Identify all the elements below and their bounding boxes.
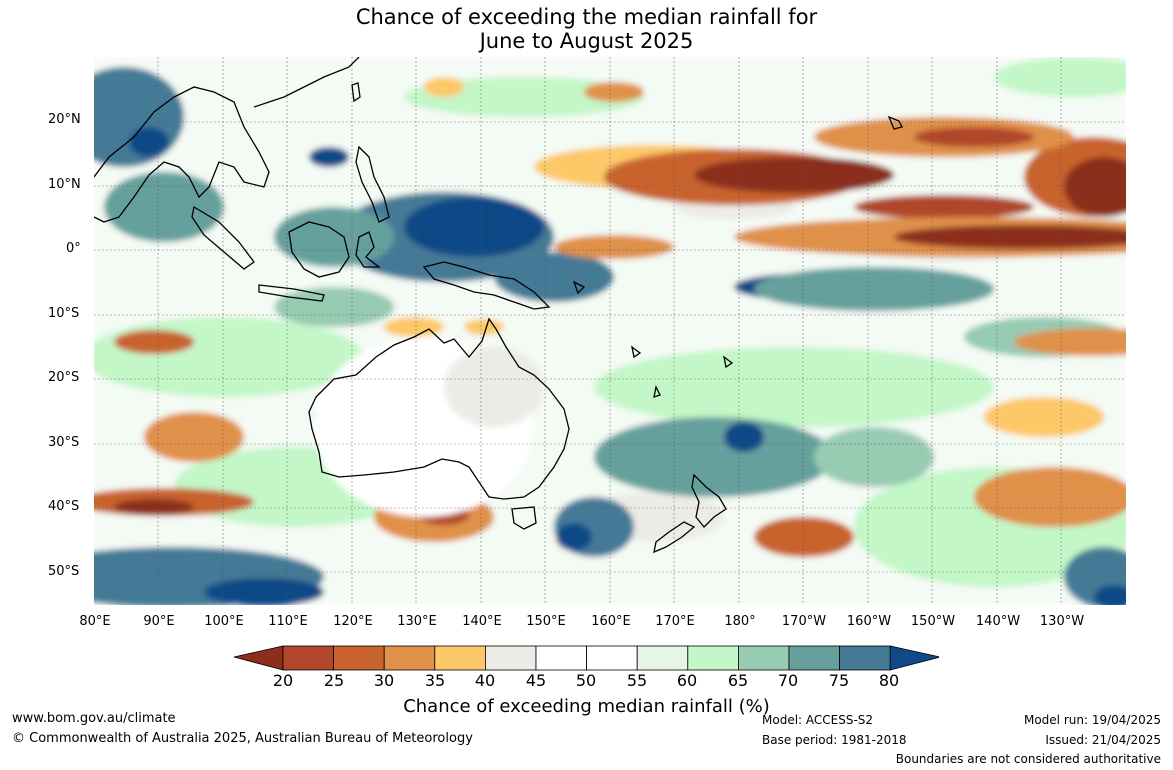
- website-link[interactable]: www.bom.gov.au/climate: [12, 711, 176, 726]
- sumatra-coastline: [191, 205, 255, 270]
- colorbar-segment: [687, 645, 739, 671]
- borneo-coastline: [288, 221, 350, 278]
- lon-label-160e: 160°E: [591, 614, 631, 629]
- colorbar: [233, 645, 939, 671]
- new-zealand-south-island: [653, 521, 696, 554]
- lat-label-20s: 20°S: [48, 370, 80, 385]
- lon-label-120e: 120°E: [333, 614, 373, 629]
- colorbar-tick-50: 50: [575, 671, 597, 690]
- colorbar-segment: [383, 645, 436, 671]
- lon-label-160w: 160°W: [846, 614, 892, 629]
- copyright-text: © Commonwealth of Australia 2025, Austra…: [12, 731, 473, 746]
- lat-label-equator: 0°: [66, 241, 81, 256]
- colorbar-label: Chance of exceeding median rainfall (%): [403, 696, 770, 717]
- lat-label-20n: 20°N: [48, 112, 81, 127]
- colorbar-tick-20: 20: [272, 671, 294, 690]
- colorbar-tick-75: 75: [828, 671, 850, 690]
- graticule: [94, 57, 1126, 605]
- lon-label-130e: 130°E: [397, 614, 437, 629]
- base-period-text: Base period: 1981-2018: [762, 733, 907, 747]
- colorbar-tick-65: 65: [727, 671, 749, 690]
- colorbar-tick-30: 30: [373, 671, 395, 690]
- colorbar-segment: [788, 645, 840, 671]
- colorbar-segment: [636, 645, 689, 671]
- lon-label-130w: 130°W: [1039, 614, 1085, 629]
- lon-label-150e: 150°E: [526, 614, 566, 629]
- colorbar-segment: [586, 645, 638, 671]
- colorbar-tick-80: 80: [878, 671, 900, 690]
- colorbar-segments: [233, 645, 939, 671]
- model-run-text: Model run: 19/04/2025: [1023, 713, 1161, 727]
- lon-label-170e: 170°E: [655, 614, 695, 629]
- asia-mainland-coastline: [94, 86, 270, 223]
- coastlines: [94, 57, 903, 554]
- colorbar-extend-high: [889, 645, 939, 671]
- disclaimer-text: Boundaries are not considered authoritat…: [895, 752, 1161, 766]
- philippines-coastline: [355, 145, 390, 223]
- colorbar-tick-60: 60: [676, 671, 698, 690]
- lon-label-140e: 140°E: [462, 614, 502, 629]
- lon-label-150w: 150°W: [910, 614, 956, 629]
- colorbar-tick-25: 25: [323, 671, 345, 690]
- colorbar-segment: [484, 645, 537, 671]
- new-zealand-north-island: [691, 473, 727, 528]
- colorbar-tick-45: 45: [525, 671, 547, 690]
- colorbar-tick-55: 55: [626, 671, 648, 690]
- colorbar-segment: [333, 645, 385, 671]
- pacific-islands: [572, 280, 734, 398]
- taiwan-coastline: [351, 82, 361, 103]
- sulawesi-coastline: [355, 231, 381, 268]
- map-title-line-2: June to August 2025: [479, 29, 694, 53]
- lon-label-100e: 100°E: [204, 614, 244, 629]
- lon-label-170w: 170°W: [781, 614, 827, 629]
- australia-coastline: [308, 317, 570, 500]
- colorbar-segment: [434, 645, 486, 671]
- lon-label-110e: 110°E: [268, 614, 308, 629]
- colorbar-tick-40: 40: [474, 671, 496, 690]
- lon-label-140w: 140°W: [975, 614, 1021, 629]
- lat-label-40s: 40°S: [48, 499, 80, 514]
- lon-label-90e: 90°E: [143, 614, 175, 629]
- issued-text: Issued: 21/04/2025: [1045, 733, 1161, 747]
- colorbar-segment: [839, 645, 891, 671]
- model-text: Model: ACCESS-S2: [762, 713, 874, 727]
- java-coastline: [258, 284, 325, 302]
- lat-label-30s: 30°S: [48, 435, 80, 450]
- lat-label-50s: 50°S: [48, 564, 80, 579]
- lat-label-10s: 10°S: [48, 306, 80, 321]
- colorbar-segment: [535, 645, 587, 671]
- tasmania-coastline: [511, 506, 537, 530]
- colorbar-tick-70: 70: [777, 671, 799, 690]
- new-guinea-coastline: [422, 261, 551, 310]
- colorbar-segment: [737, 645, 790, 671]
- lon-label-180: 180°: [724, 614, 756, 629]
- china-coastline: [253, 57, 360, 108]
- colorbar-segment: [282, 645, 334, 671]
- colorbar-tick-35: 35: [424, 671, 446, 690]
- lat-label-10n: 10°N: [48, 177, 81, 192]
- hawaii-coastline: [887, 115, 903, 130]
- colorbar-extend-low: [233, 645, 284, 671]
- map-title-line-1: Chance of exceeding the median rainfall …: [355, 5, 818, 29]
- map-canvas: [94, 57, 1126, 605]
- forecast-shading: [94, 57, 1126, 605]
- lon-label-80e: 80°E: [79, 614, 111, 629]
- rainfall-probability-map: [94, 57, 1126, 605]
